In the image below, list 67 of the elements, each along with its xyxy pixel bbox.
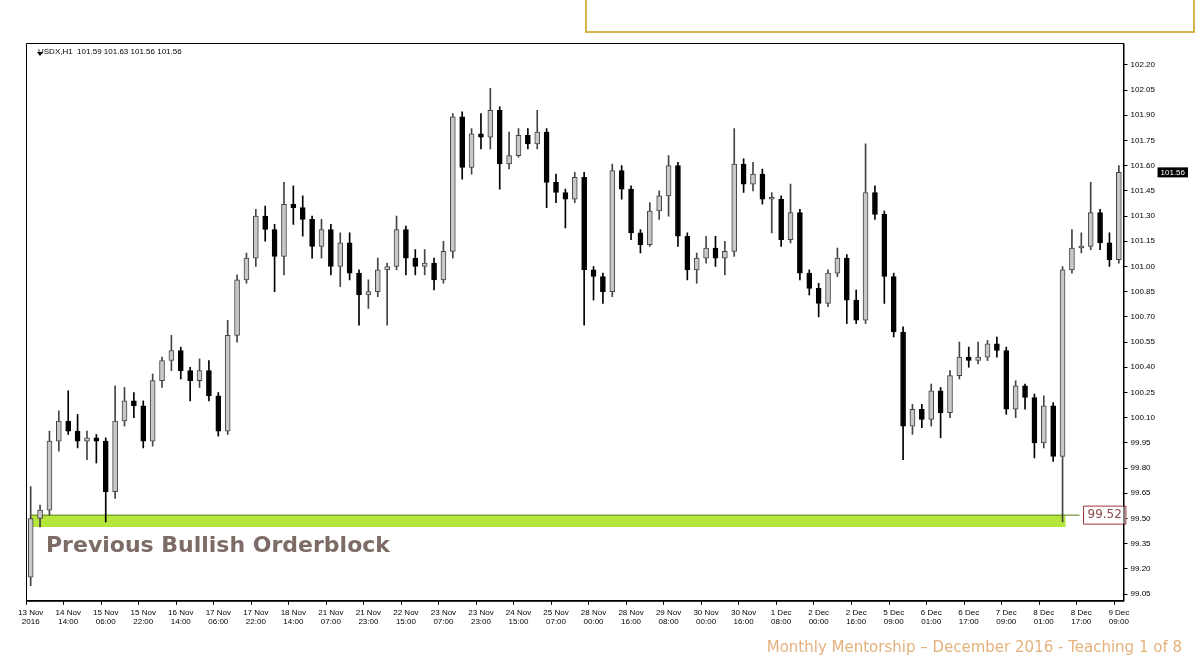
x-tick-label: 5 Dec 09:00 <box>883 607 905 627</box>
candlestick <box>768 192 775 234</box>
ref-line-label: 99.52 <box>1087 507 1122 522</box>
x-tick-label: 21 Nov 07:00 <box>318 607 344 627</box>
x-tick-label: 16 Nov 14:00 <box>168 607 194 627</box>
x-tick-label: 24 Nov 15:00 <box>505 607 532 627</box>
y-tick-label: 99.35 <box>1130 538 1152 548</box>
y-tick-label: 101.90 <box>1130 110 1156 120</box>
x-tick-label: 14 Nov 14:00 <box>55 607 81 627</box>
x-tick-label: 30 Nov 00:00 <box>693 607 719 627</box>
x-tick-label: 15 Nov 22:00 <box>130 607 156 627</box>
candlestick <box>65 390 72 435</box>
y-tick-label: 99.20 <box>1130 564 1152 574</box>
candlestick <box>722 240 728 276</box>
y-tick-label: 100.40 <box>1130 362 1156 372</box>
y-tick-label: 101.30 <box>1130 211 1156 221</box>
x-tick-label: 8 Dec 01:00 <box>1033 607 1055 627</box>
y-tick-label: 101.75 <box>1130 135 1156 145</box>
x-tick-label: 1 Dec 08:00 <box>770 607 792 627</box>
y-tick-label: 99.80 <box>1130 463 1152 473</box>
y-tick-label: 99.50 <box>1130 513 1152 523</box>
x-tick-label: 15 Nov 06:00 <box>93 607 119 627</box>
x-tick-label: 6 Dec 17:00 <box>958 607 980 627</box>
x-tick-label: 17 Nov 06:00 <box>205 607 231 627</box>
y-tick-label: 99.95 <box>1130 438 1152 448</box>
text: 101.56 <box>1160 167 1186 177</box>
x-tick-label: 18 Nov 14:00 <box>280 607 307 627</box>
x-tick-label: 21 Nov 23:00 <box>355 607 382 627</box>
text: USDX,H1 101.59 101.63 101.56 101.56 <box>38 47 183 57</box>
x-tick-label: 13 Nov 2016 <box>18 607 44 627</box>
y-tick-label: 102.20 <box>1130 60 1156 70</box>
x-tick-label: 2 Dec 16:00 <box>845 607 867 627</box>
candlestick <box>384 262 390 326</box>
x-tick-label: 23 Nov 23:00 <box>468 607 494 627</box>
x-tick-label: 17 Nov 22:00 <box>243 607 269 627</box>
y-tick-label: 100.25 <box>1130 387 1156 397</box>
x-tick-label: 8 Dec 17:00 <box>1070 607 1092 627</box>
y-tick-label: 99.05 <box>1130 589 1152 599</box>
text: Monthly Mentorship – December 2016 - Teaching 1 of 8 <box>766 638 1182 656</box>
x-tick-label: 25 Nov 07:00 <box>543 607 569 627</box>
x-tick-label: 7 Dec 09:00 <box>995 607 1017 627</box>
x-tick-label: 30 Nov 16:00 <box>730 607 757 627</box>
band-label: Previous Bullish Orderblock <box>46 531 392 557</box>
y-tick-label: 100.10 <box>1130 412 1156 422</box>
candlestick <box>975 341 981 365</box>
x-tick-label: 2 Dec 00:00 <box>808 607 830 627</box>
y-tick-label: 101.60 <box>1130 160 1156 170</box>
y-tick-label: 101.45 <box>1130 186 1156 196</box>
x-tick-label: 28 Nov 00:00 <box>580 607 607 627</box>
y-tick-label: 100.70 <box>1130 312 1156 322</box>
candlestick <box>421 249 428 276</box>
y-tick-label: 100.85 <box>1130 286 1156 296</box>
y-tick-label: 101.00 <box>1130 261 1156 271</box>
y-tick-label: 100.55 <box>1130 337 1156 347</box>
x-tick-label: 9 Dec 09:00 <box>1108 607 1130 627</box>
x-tick-label: 23 Nov 07:00 <box>430 607 457 627</box>
candlestick <box>506 131 512 170</box>
candlestick <box>84 430 90 460</box>
candlestick <box>478 113 484 150</box>
x-tick-label: 22 Nov 15:00 <box>393 607 419 627</box>
y-tick-label: 102.05 <box>1130 85 1156 95</box>
candlestick <box>965 346 972 368</box>
y-tick-label: 99.65 <box>1130 488 1152 498</box>
x-tick-label: 29 Nov 08:00 <box>655 607 682 627</box>
x-tick-label: 28 Nov 16:00 <box>618 607 644 627</box>
y-tick-label: 101.15 <box>1130 236 1156 246</box>
x-tick-label: 6 Dec 01:00 <box>920 607 942 627</box>
